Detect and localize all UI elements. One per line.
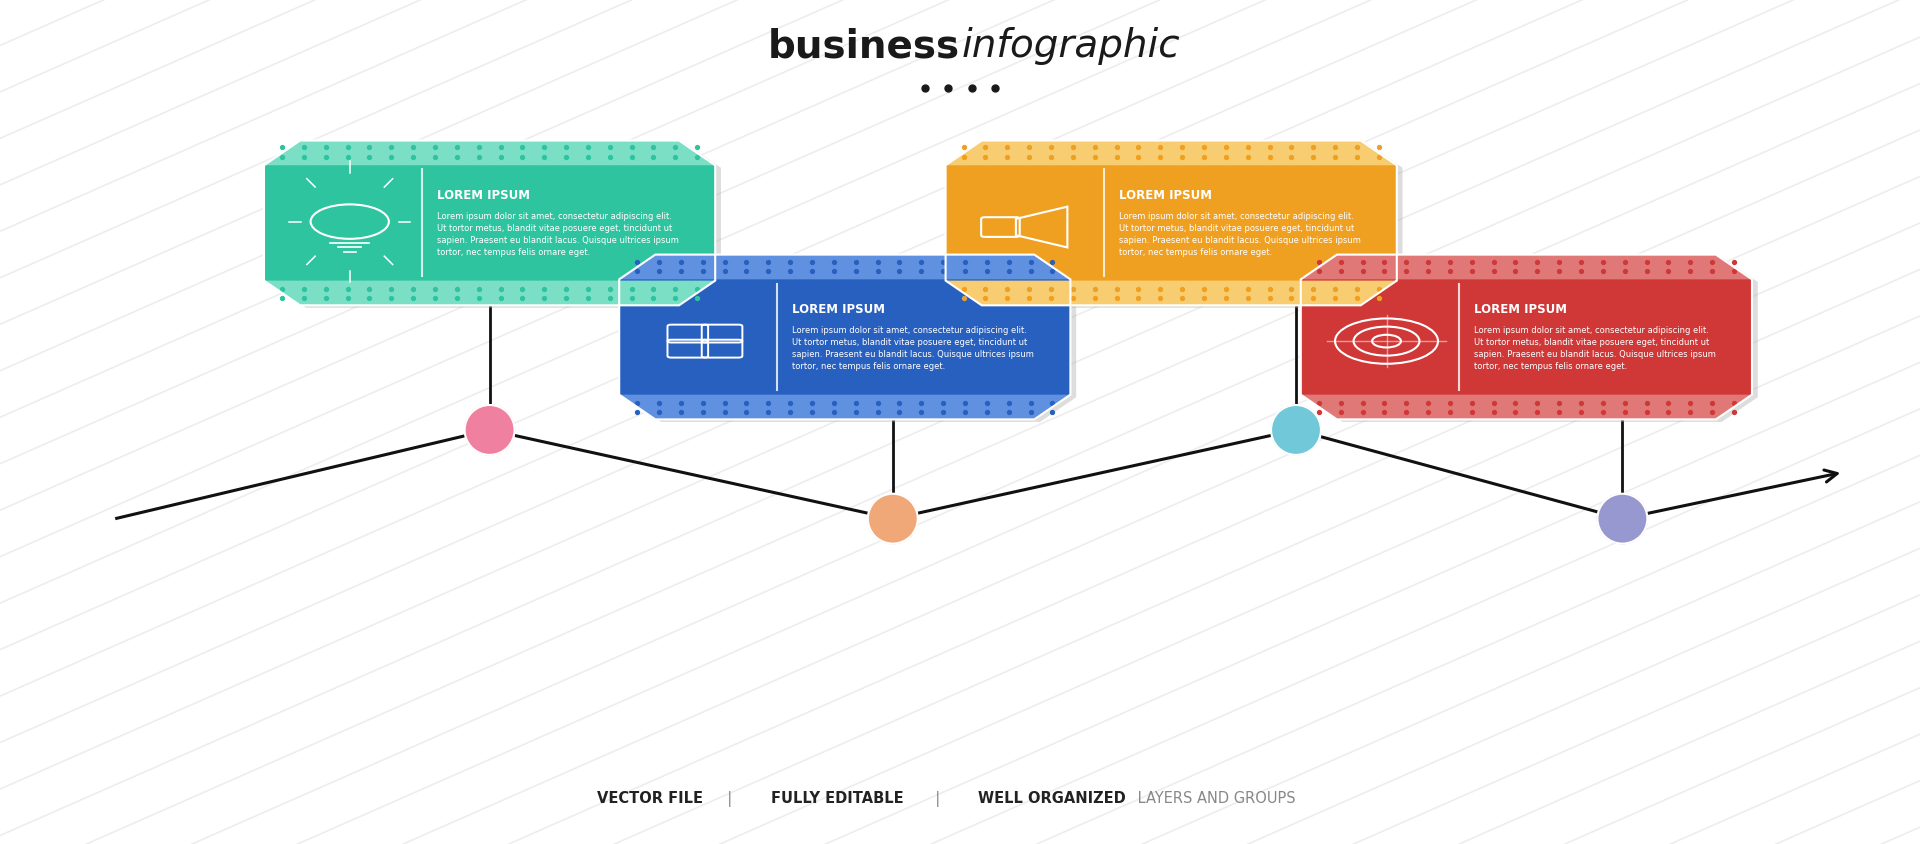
Polygon shape [618, 256, 1071, 420]
Polygon shape [269, 144, 722, 309]
Polygon shape [1302, 256, 1753, 280]
Polygon shape [265, 141, 714, 166]
Text: Lorem ipsum dolor sit amet, consectetur adipiscing elit.
Ut tortor metus, blandi: Lorem ipsum dolor sit amet, consectetur … [1475, 325, 1716, 371]
Text: LOREM IPSUM: LOREM IPSUM [1475, 303, 1567, 316]
Polygon shape [265, 281, 714, 306]
Polygon shape [1302, 395, 1753, 420]
Polygon shape [1302, 256, 1753, 420]
Polygon shape [945, 141, 1398, 166]
Text: VECTOR FILE: VECTOR FILE [597, 790, 703, 805]
Text: Lorem ipsum dolor sit amet, consectetur adipiscing elit.
Ut tortor metus, blandi: Lorem ipsum dolor sit amet, consectetur … [793, 325, 1035, 371]
Text: |: | [925, 790, 948, 805]
Polygon shape [1308, 258, 1759, 423]
Ellipse shape [868, 494, 918, 544]
Ellipse shape [1597, 494, 1647, 544]
Polygon shape [618, 256, 1071, 280]
Text: Lorem ipsum dolor sit amet, consectetur adipiscing elit.
Ut tortor metus, blandi: Lorem ipsum dolor sit amet, consectetur … [438, 211, 680, 257]
Polygon shape [945, 281, 1398, 306]
Text: LOREM IPSUM: LOREM IPSUM [1119, 189, 1212, 202]
Polygon shape [265, 141, 714, 306]
Text: business: business [768, 28, 960, 65]
Text: |: | [718, 790, 741, 805]
Polygon shape [618, 395, 1071, 420]
Ellipse shape [465, 405, 515, 456]
Text: Lorem ipsum dolor sit amet, consectetur adipiscing elit.
Ut tortor metus, blandi: Lorem ipsum dolor sit amet, consectetur … [1119, 211, 1361, 257]
Text: WELL ORGANIZED: WELL ORGANIZED [979, 790, 1127, 805]
Text: infographic: infographic [962, 28, 1181, 65]
Polygon shape [945, 141, 1398, 306]
Polygon shape [626, 258, 1075, 423]
Ellipse shape [1271, 405, 1321, 456]
Text: FULLY EDITABLE: FULLY EDITABLE [772, 790, 904, 805]
Text: LOREM IPSUM: LOREM IPSUM [793, 303, 885, 316]
Polygon shape [952, 144, 1402, 309]
Text: LAYERS AND GROUPS: LAYERS AND GROUPS [1133, 790, 1296, 805]
Text: LOREM IPSUM: LOREM IPSUM [438, 189, 530, 202]
